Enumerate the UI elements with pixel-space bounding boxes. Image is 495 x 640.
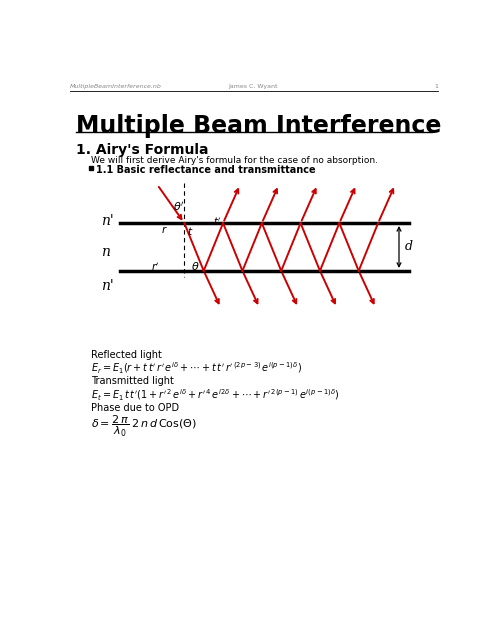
Text: MultipleBeamInterference.nb: MultipleBeamInterference.nb xyxy=(70,84,161,90)
Text: 1. Airy's Formula: 1. Airy's Formula xyxy=(76,143,208,157)
Text: $E_t = E_1\,t\,t'\left(1 + r'^{\,2}\,e^{i\delta} + r'^{\,4}\,e^{i2\delta} + \cdo: $E_t = E_1\,t\,t'\left(1 + r'^{\,2}\,e^{… xyxy=(91,387,340,403)
Text: We will first derive Airy's formula for the case of no absorption.: We will first derive Airy's formula for … xyxy=(91,156,378,165)
Text: $t'$: $t'$ xyxy=(213,215,222,228)
Text: d: d xyxy=(404,241,412,253)
Text: n: n xyxy=(100,244,109,259)
Text: 1: 1 xyxy=(434,84,438,90)
Text: Multiple Beam Interference: Multiple Beam Interference xyxy=(76,114,441,138)
Text: James C. Wyant: James C. Wyant xyxy=(229,84,278,90)
Text: $\theta$: $\theta$ xyxy=(191,260,199,272)
Text: $\delta = \dfrac{2\,\pi}{\lambda_0}\;2\,n\,d\,\mathrm{Cos}(\Theta)$: $\delta = \dfrac{2\,\pi}{\lambda_0}\;2\,… xyxy=(91,413,198,438)
Text: $t$: $t$ xyxy=(188,225,194,237)
Text: n': n' xyxy=(100,279,113,293)
Text: $r'$: $r'$ xyxy=(151,260,160,273)
Text: $r$: $r$ xyxy=(161,224,168,235)
Text: Transmitted light: Transmitted light xyxy=(91,376,174,387)
Text: n': n' xyxy=(100,214,113,228)
Text: $E_r = E_1\left(r + t\,t'\,r'\,e^{i\delta} + \cdots + t\,t'\,r'^{\,(2p-3)}\,e^{i: $E_r = E_1\left(r + t\,t'\,r'\,e^{i\delt… xyxy=(91,361,302,376)
Text: $\theta'$: $\theta'$ xyxy=(173,200,184,212)
Text: 1.1 Basic reflectance and transmittance: 1.1 Basic reflectance and transmittance xyxy=(96,165,316,175)
Text: Reflected light: Reflected light xyxy=(91,350,162,360)
Text: Phase due to OPD: Phase due to OPD xyxy=(91,403,180,413)
